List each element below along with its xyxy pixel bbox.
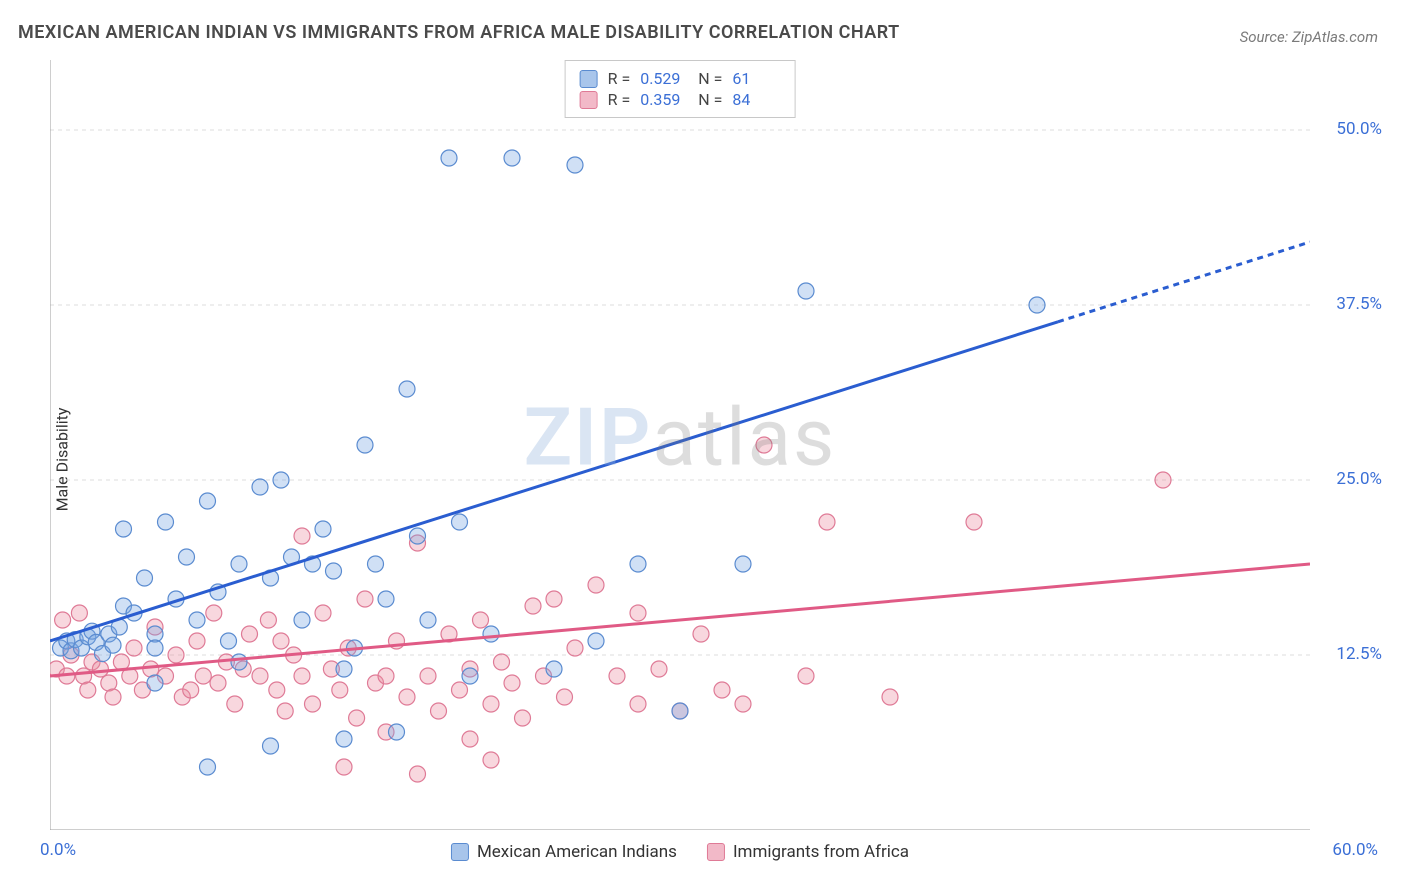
swatch-series-a bbox=[451, 843, 469, 861]
r-label: R = bbox=[608, 90, 631, 109]
chart-title: MEXICAN AMERICAN INDIAN VS IMMIGRANTS FR… bbox=[18, 22, 900, 43]
y-tick-label: 50.0% bbox=[1336, 119, 1382, 139]
y-tick-label: 12.5% bbox=[1336, 644, 1382, 664]
r-label: R = bbox=[608, 69, 631, 88]
swatch-series-a bbox=[580, 70, 598, 88]
x-axis-min-label: 0.0% bbox=[40, 840, 76, 860]
n-label: N = bbox=[698, 90, 722, 109]
n-value: 84 bbox=[732, 90, 780, 109]
legend-correlation: R = 0.529 N = 61 R = 0.359 N = 84 bbox=[565, 60, 796, 118]
legend-row-series-a: R = 0.529 N = 61 bbox=[580, 69, 781, 88]
source-attribution: Source: ZipAtlas.com bbox=[1240, 28, 1378, 46]
n-label: N = bbox=[698, 69, 722, 88]
plot-area: ZIPatlas R = 0.529 N = 61 R = 0.359 N = … bbox=[50, 60, 1310, 830]
swatch-series-b bbox=[707, 843, 725, 861]
legend-item-series-b: Immigrants from Africa bbox=[707, 842, 909, 862]
swatch-series-b bbox=[580, 91, 598, 109]
legend-row-series-b: R = 0.359 N = 84 bbox=[580, 90, 781, 109]
legend-label: Mexican American Indians bbox=[477, 842, 677, 862]
r-value: 0.359 bbox=[640, 90, 688, 109]
r-value: 0.529 bbox=[640, 69, 688, 88]
legend-label: Immigrants from Africa bbox=[733, 842, 909, 862]
y-tick-label: 25.0% bbox=[1336, 469, 1382, 489]
legend-series: Mexican American Indians Immigrants from… bbox=[451, 842, 909, 862]
legend-item-series-a: Mexican American Indians bbox=[451, 842, 677, 862]
n-value: 61 bbox=[732, 69, 780, 88]
scatter-chart bbox=[50, 60, 1310, 830]
x-axis-max-label: 60.0% bbox=[1332, 840, 1378, 860]
y-tick-label: 37.5% bbox=[1336, 294, 1382, 314]
